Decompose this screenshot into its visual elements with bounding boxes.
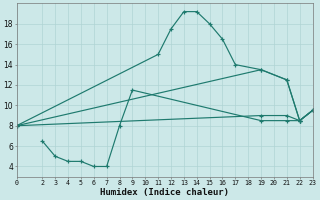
X-axis label: Humidex (Indice chaleur): Humidex (Indice chaleur) (100, 188, 229, 197)
